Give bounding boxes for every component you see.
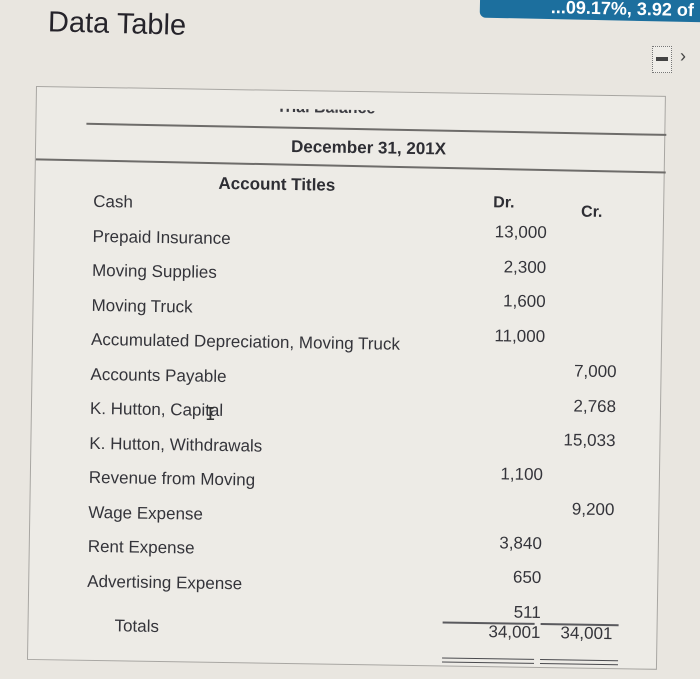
credit-value <box>529 568 613 569</box>
close-icon[interactable]: › <box>680 46 686 66</box>
modal-title: Data Table <box>47 6 187 42</box>
credit-total-double-rule <box>539 658 619 666</box>
header-divider <box>86 122 667 136</box>
debit-total-double-rule <box>441 657 535 664</box>
credit-value <box>530 533 614 534</box>
credit-value <box>529 602 613 603</box>
totals-credit: 34,001 <box>560 623 613 644</box>
account-title: K. Hutton, Capital <box>89 398 224 420</box>
account-title: Advertising Expense <box>87 571 243 593</box>
account-title: Moving Supplies <box>91 260 217 282</box>
account-title: Accounts Payable <box>90 364 227 386</box>
account-title: Prepaid Insurance <box>92 226 231 248</box>
account-title: Moving Truck <box>91 295 193 316</box>
credit-value <box>535 223 619 224</box>
account-title: Revenue from Moving <box>88 467 256 490</box>
account-title: Wage Expense <box>88 502 204 524</box>
account-title: K. Hutton, Withdrawals <box>89 433 263 456</box>
totals-row: Totals 34,001 34,001 <box>28 605 657 655</box>
credit-value <box>533 326 617 327</box>
credit-value <box>534 292 618 293</box>
sheet-date: December 31, 201X <box>290 137 447 159</box>
table-body: Cash 13,000 Prepaid Insurance 2,300 Movi… <box>28 191 663 655</box>
account-title: Cash <box>93 191 134 212</box>
credit-value <box>534 257 618 258</box>
window-controls: › <box>640 44 700 78</box>
minimize-button[interactable] <box>652 46 672 73</box>
minimize-icon <box>656 57 668 61</box>
sheet-title: Trial Balance <box>276 98 376 118</box>
credit-value <box>531 464 615 465</box>
account-title: Accumulated Depreciation, Moving Truck <box>90 329 401 354</box>
trial-balance-table: Trial Balance December 31, 201X Account … <box>26 86 667 670</box>
banner-text: ...09.17%, 3.92 of <box>550 0 695 21</box>
status-banner: ...09.17%, 3.92 of <box>479 0 700 23</box>
header-divider <box>35 158 666 174</box>
column-header-account: Account Titles <box>218 173 336 195</box>
account-title: Rent Expense <box>87 536 195 558</box>
totals-label: Totals <box>114 616 160 636</box>
